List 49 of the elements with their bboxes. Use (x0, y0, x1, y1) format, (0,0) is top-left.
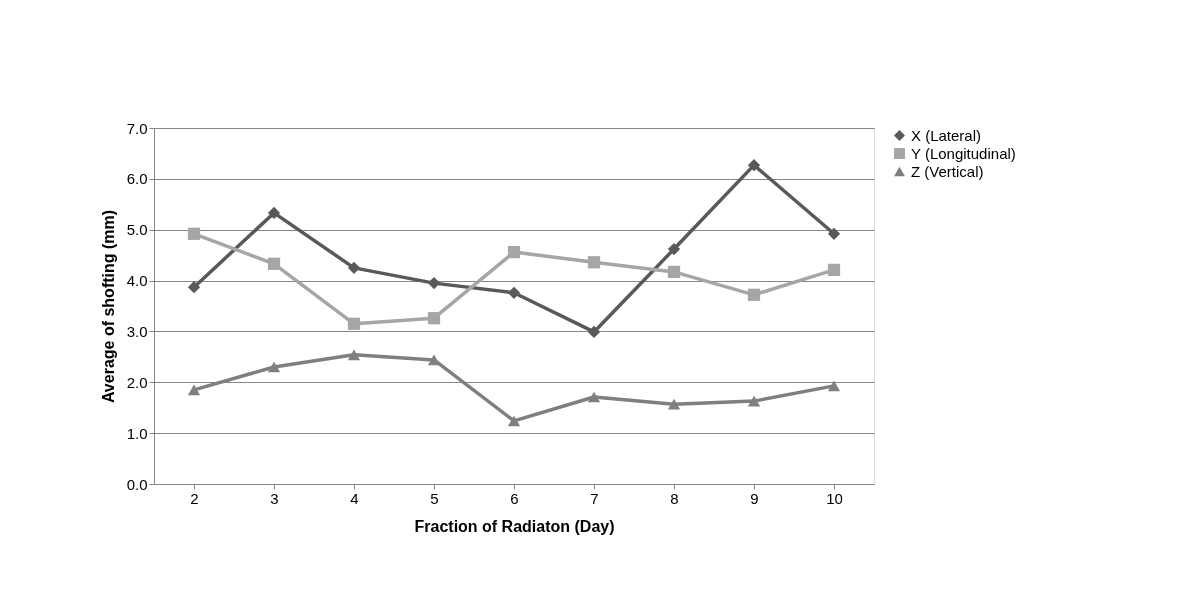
point (347, 261, 361, 274)
x-tick-label: 9 (750, 489, 759, 507)
x-tick-label: 7 (590, 489, 599, 507)
point (427, 354, 441, 366)
point (507, 245, 521, 259)
point (267, 257, 281, 270)
x-tick-label: 6 (510, 489, 519, 507)
x-tick-label: 8 (670, 489, 679, 507)
point (427, 312, 441, 325)
x-tick-label: 2 (190, 489, 199, 507)
point (347, 317, 361, 330)
point (667, 265, 681, 279)
point (427, 276, 441, 290)
y-tick-label: 7.0 (126, 119, 148, 137)
point (747, 395, 761, 407)
x-tick-label: 5 (430, 489, 439, 507)
point (187, 227, 201, 240)
point (747, 159, 761, 172)
x-axis-title: Fraction of Radiaton (Day) (414, 517, 615, 535)
point (187, 384, 201, 396)
y-tick-label: 6.0 (126, 170, 148, 188)
point (827, 380, 841, 392)
point (587, 325, 601, 339)
x-tick-label: 10 (826, 489, 843, 507)
point (507, 415, 521, 427)
y-tick-label: 5.0 (126, 221, 148, 239)
legend-label: Y (Longitudinal) (911, 144, 1016, 162)
point (587, 391, 601, 403)
point (267, 206, 281, 220)
point (747, 288, 761, 301)
point (347, 349, 361, 361)
y-axis-title: Average of shofting (mm) (99, 209, 117, 404)
x-tick-label: 4 (350, 489, 359, 507)
point (827, 227, 841, 240)
point (667, 398, 681, 410)
y-tick-label: 4.0 (126, 272, 148, 290)
point (827, 263, 841, 277)
y-tick-label: 0.0 (126, 475, 148, 493)
x-tick-label: 3 (270, 489, 279, 507)
legend-label: X (Lateral) (911, 126, 982, 144)
point (507, 286, 521, 299)
y-tick-label: 3.0 (126, 322, 148, 340)
point (667, 242, 681, 256)
y-tick-label: 2.0 (126, 373, 148, 391)
point (587, 256, 601, 269)
legend-label: Z (Vertical) (911, 162, 984, 180)
point (267, 361, 281, 373)
y-tick-label: 1.0 (126, 424, 148, 442)
point (187, 281, 201, 294)
